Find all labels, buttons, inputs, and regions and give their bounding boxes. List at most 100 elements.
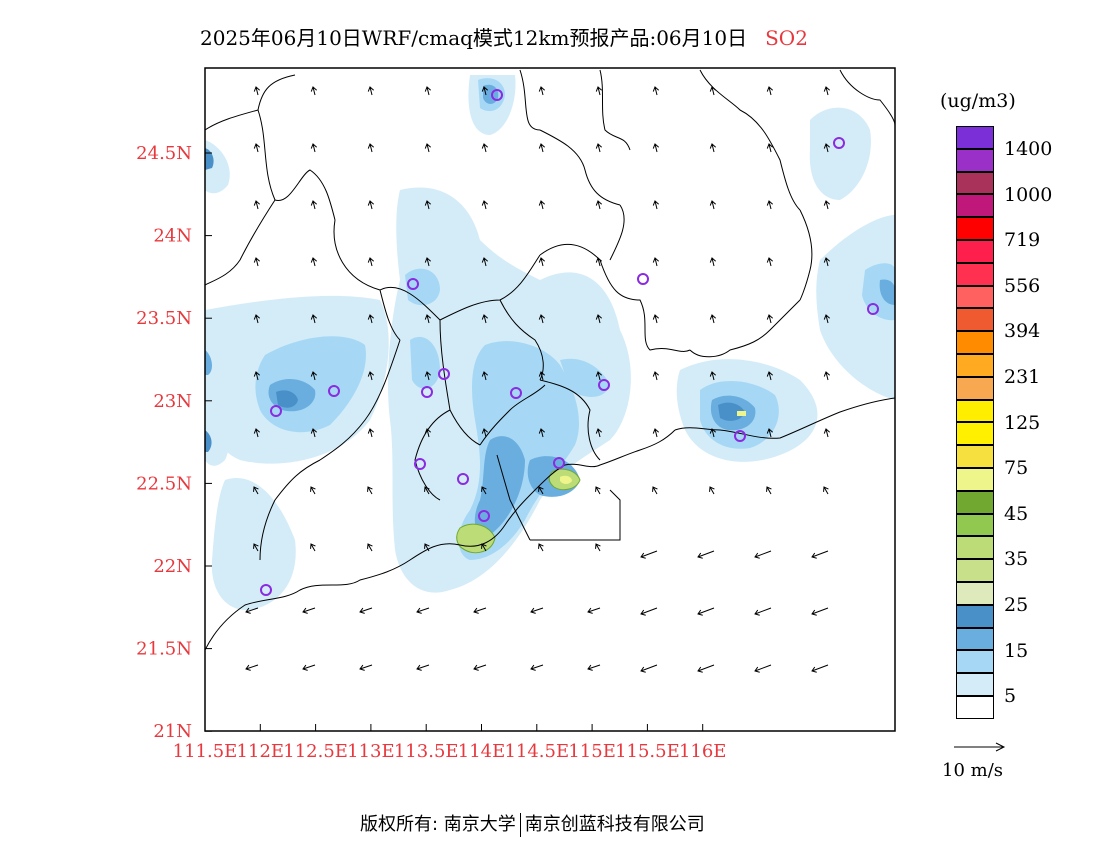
lon-label: 116E	[679, 741, 727, 762]
wind-arrow	[359, 607, 373, 614]
title-main: 2025年06月10日WRF/cmaq模式12km预报产品:06月10日	[200, 26, 748, 50]
wind-arrow	[709, 143, 717, 153]
legend-color-box	[956, 536, 994, 560]
wind-arrow	[595, 200, 603, 210]
longitude-labels: 111.5E 112E 112.5E 113E 113.5E 114E 114.5E 115E…	[173, 741, 727, 762]
wind-arrow	[587, 607, 601, 614]
wind-arrow	[416, 664, 430, 671]
wind-arrow	[424, 143, 432, 153]
wind-arrow	[587, 664, 601, 671]
wind-arrow	[424, 543, 430, 552]
wind-arrow	[823, 371, 831, 381]
wind-arrow	[245, 664, 259, 671]
lon-label: 114E	[458, 741, 506, 762]
copyright-left: 版权所有: 南京大学	[360, 814, 516, 835]
wind-arrow	[811, 607, 829, 616]
wind-arrow	[697, 550, 715, 559]
wind-arrow	[253, 257, 261, 267]
legend-unit: (ug/m3)	[940, 90, 1016, 112]
wind-arrow	[709, 428, 717, 438]
copyright-right: 南京创蓝科技有限公司	[524, 814, 705, 835]
legend-color-box	[956, 354, 994, 377]
wind-arrow	[367, 200, 375, 210]
wind-arrow	[595, 428, 603, 438]
legend-label: 75	[1004, 457, 1029, 480]
wind-arrow	[481, 428, 489, 438]
concentration-field	[205, 75, 895, 611]
wind-arrow	[253, 428, 261, 438]
wind-arrow	[424, 486, 430, 495]
legend-color-box	[956, 422, 994, 446]
wind-arrow	[640, 550, 658, 559]
legend-color-box	[956, 148, 994, 172]
wind-arrow	[481, 543, 487, 552]
wind-arrow	[538, 371, 546, 381]
wind-arrow	[538, 486, 544, 495]
wind-arrow	[709, 314, 717, 324]
wind-arrow	[811, 550, 829, 559]
lon-label: 115E	[568, 741, 616, 762]
wind-arrow	[766, 257, 774, 267]
legend-color-box	[956, 194, 994, 218]
wind-arrow	[652, 257, 660, 267]
legend-color-box	[956, 171, 994, 195]
wind-arrow	[766, 86, 774, 96]
legend-color-box	[956, 650, 994, 674]
wind-arrow	[310, 486, 316, 495]
wind-arrow	[697, 607, 715, 616]
wind-arrow	[709, 86, 717, 96]
wind-arrow	[424, 428, 432, 438]
wind-arrow	[530, 664, 544, 671]
lat-label: 21.5N	[136, 639, 192, 660]
wind-arrow	[359, 664, 373, 671]
wind-arrow	[766, 371, 774, 381]
lon-label: 111.5E	[173, 741, 238, 762]
wind-arrow	[310, 371, 318, 381]
lat-label: 24.5N	[136, 143, 192, 164]
wind-arrow	[652, 428, 660, 438]
wind-arrow	[823, 143, 831, 153]
copyright-divider	[519, 813, 521, 837]
legend-label: 15	[1004, 639, 1029, 662]
wind-arrow	[367, 371, 375, 381]
wind-arrow	[302, 664, 316, 671]
wind-reference-label: 10 m/s	[942, 760, 1003, 781]
legend-label: 125	[1004, 411, 1041, 434]
legend-color-box	[956, 604, 994, 628]
wind-arrow	[367, 486, 373, 495]
wind-arrow	[652, 143, 660, 153]
legend-label: 1400	[1004, 138, 1053, 160]
wind-arrow	[709, 257, 717, 267]
plot-frame	[204, 67, 896, 732]
legend-color-box	[956, 582, 994, 605]
copyright-footer: 版权所有: 南京大学 南京创蓝科技有限公司	[360, 810, 705, 837]
legend-color-box	[956, 399, 994, 423]
wind-arrow	[754, 607, 772, 616]
wind-arrow	[367, 428, 375, 438]
lat-label: 23.5N	[136, 308, 192, 329]
wind-arrow	[538, 143, 546, 153]
legend-color-box	[956, 468, 994, 491]
lon-label: 113.5E	[394, 741, 459, 762]
wind-arrow	[766, 143, 774, 153]
legend-color-box	[956, 490, 994, 514]
lon-label: 115.5E	[615, 741, 680, 762]
legend-label: 25	[1004, 594, 1029, 616]
legend-color-box	[956, 285, 994, 309]
wind-arrow	[481, 86, 489, 96]
lon-label: 112.5E	[283, 741, 348, 762]
wind-arrow	[253, 543, 259, 552]
wind-arrow	[310, 86, 318, 96]
legend-color-box	[956, 217, 994, 240]
wind-arrow	[652, 486, 658, 495]
legend-color-box	[956, 126, 994, 149]
wind-arrow	[538, 86, 546, 96]
wind-arrow	[709, 371, 717, 381]
wind-arrow	[538, 428, 546, 438]
latitude-labels: 24.5N 24N 23.5N 23N 22.5N 22N 21.5N 21N	[136, 143, 192, 742]
wind-arrow	[310, 314, 318, 324]
lat-label: 22.5N	[136, 473, 192, 494]
wind-arrow	[640, 664, 658, 673]
wind-arrow	[253, 86, 261, 96]
